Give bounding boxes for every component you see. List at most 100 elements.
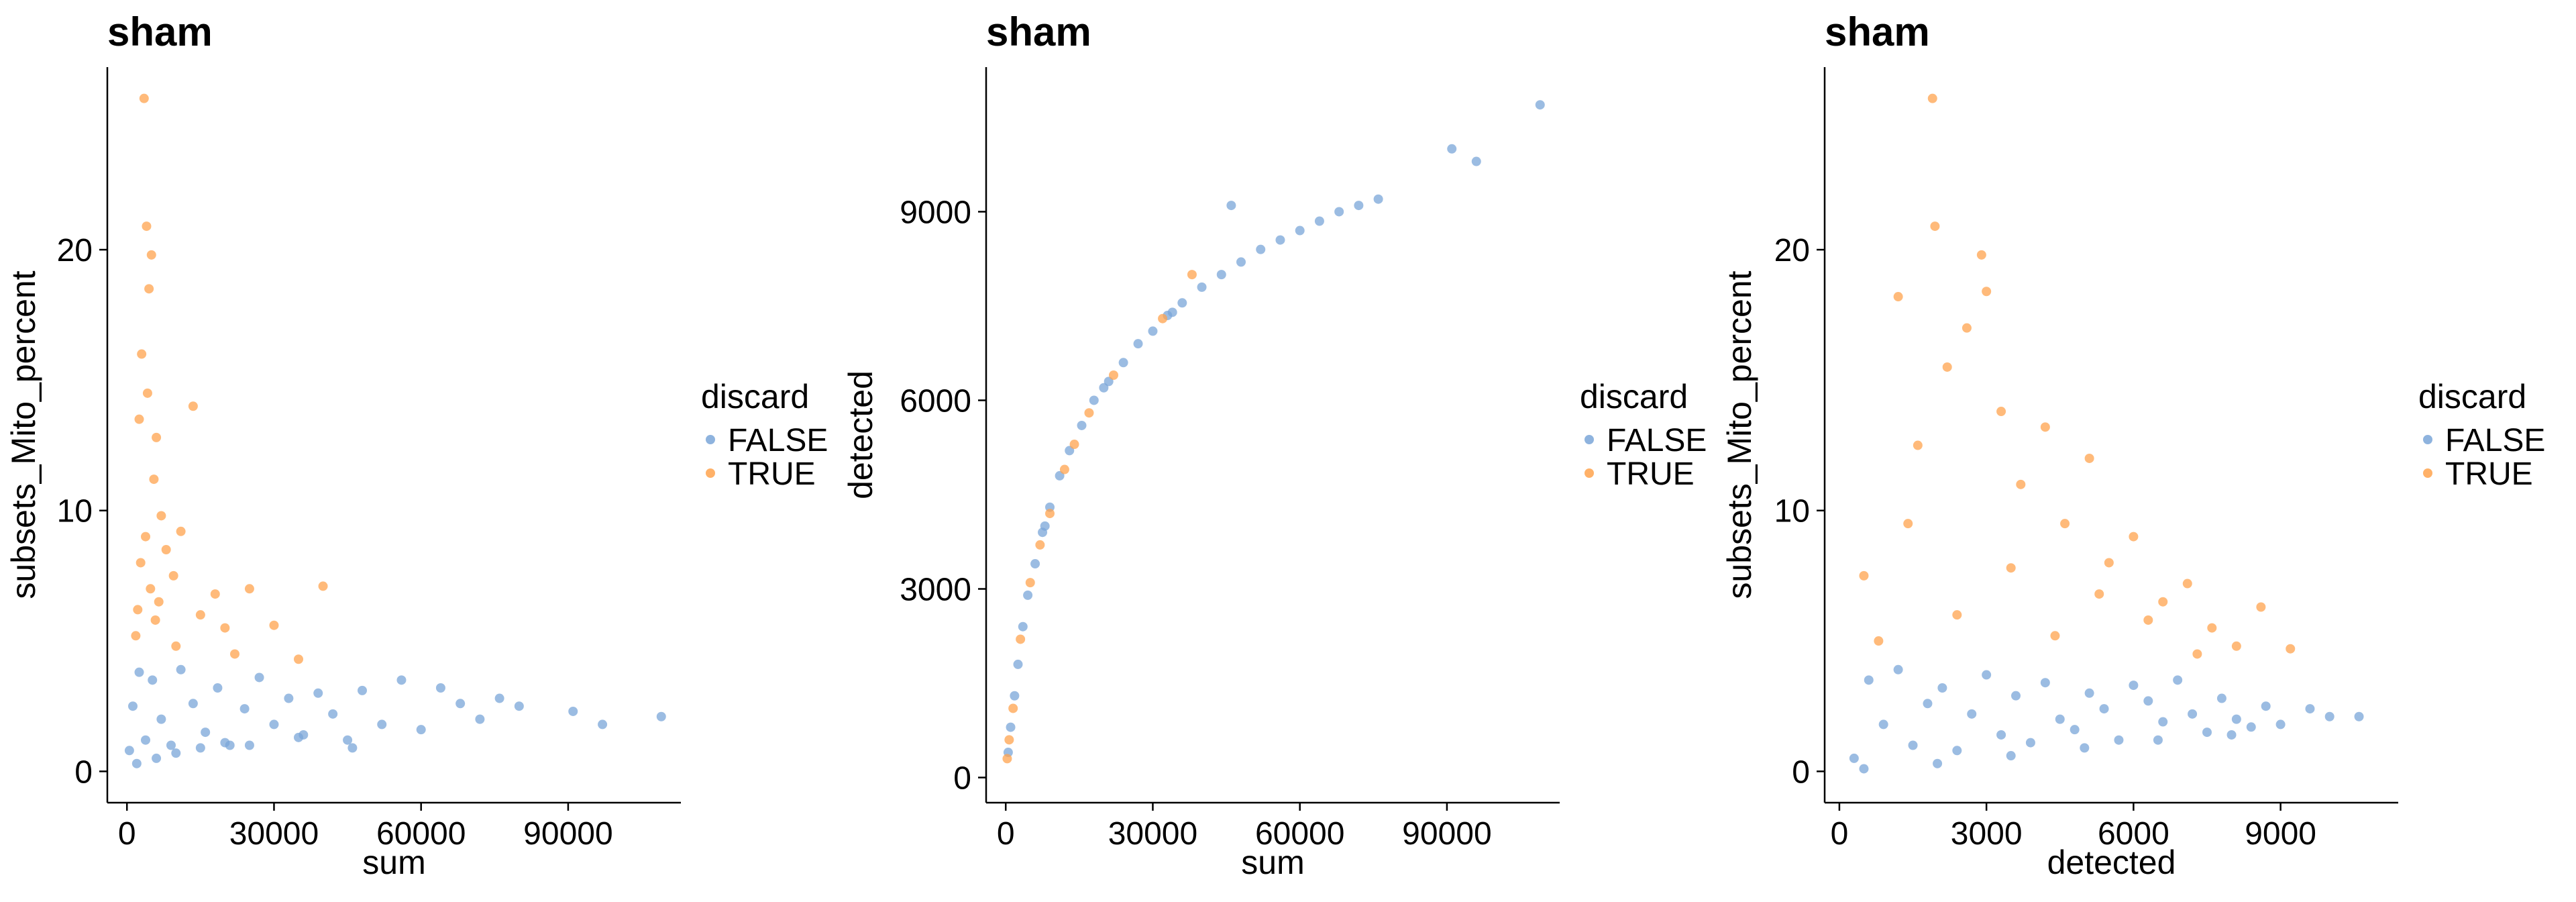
point-false — [1177, 298, 1187, 308]
point-false — [124, 746, 134, 756]
point-true — [210, 589, 220, 599]
point-false — [176, 664, 186, 674]
point-true — [142, 388, 152, 398]
y-tick-label: 20 — [57, 233, 93, 268]
point-false — [2261, 701, 2271, 711]
y-tick-label: 10 — [1774, 494, 1810, 530]
point-false — [2231, 714, 2241, 724]
point-false — [2188, 709, 2198, 719]
point-false — [2070, 725, 2080, 735]
point-false — [1040, 521, 1050, 531]
point-true — [141, 532, 150, 542]
point-false — [377, 719, 387, 730]
point-false — [1089, 395, 1099, 405]
point-true — [1913, 440, 1923, 450]
point-false — [254, 672, 264, 683]
point-true — [149, 474, 159, 485]
point-false — [1314, 216, 1324, 226]
point-true — [2016, 479, 2026, 489]
point-false — [1148, 326, 1158, 336]
point-true — [146, 250, 156, 260]
x-tick-label: 0 — [1831, 816, 1849, 852]
point-false — [1226, 201, 1236, 211]
point-false — [416, 725, 426, 735]
point-false — [1010, 691, 1020, 701]
legend-key-true — [706, 468, 715, 478]
x-tick-label: 6000 — [2098, 816, 2169, 852]
point-false — [1099, 383, 1109, 393]
x-tick-label: 30000 — [1108, 816, 1197, 852]
point-false — [656, 711, 666, 721]
point-true — [1045, 509, 1055, 519]
point-true — [1942, 362, 1952, 372]
point-false — [1334, 207, 1344, 217]
x-tick-label: 60000 — [1255, 816, 1344, 852]
point-false — [171, 748, 181, 758]
point-true — [1016, 634, 1026, 644]
point-false — [435, 683, 445, 693]
y-axis-title: detected — [842, 370, 879, 499]
point-false — [1535, 100, 1545, 110]
y-axis-title: subsets_Mito_percent — [1721, 270, 1758, 599]
point-true — [1982, 287, 1992, 297]
legend-label-false: FALSE — [728, 423, 828, 458]
point-false — [396, 675, 407, 685]
legend-key-false — [1585, 435, 1594, 444]
point-true — [2104, 558, 2114, 568]
point-false — [2153, 735, 2163, 745]
point-false — [313, 688, 323, 698]
point-true — [1187, 270, 1197, 280]
y-tick-label: 0 — [74, 754, 93, 790]
point-true — [2006, 563, 2016, 573]
point-false — [1878, 719, 1888, 730]
x-tick-label: 3000 — [1951, 816, 2023, 852]
point-false — [2099, 704, 2109, 714]
point-false — [195, 743, 205, 753]
y-tick-label: 0 — [953, 761, 971, 797]
legend-title: discard — [1580, 378, 1688, 415]
point-true — [1903, 519, 1913, 529]
point-true — [1035, 540, 1045, 550]
point-false — [1236, 257, 1246, 267]
point-true — [131, 631, 141, 641]
point-true — [2060, 519, 2070, 529]
point-false — [128, 701, 138, 711]
point-true — [1996, 407, 2006, 417]
point-false — [284, 693, 294, 703]
point-false — [1373, 194, 1383, 204]
point-true — [154, 597, 164, 607]
point-false — [2216, 693, 2226, 703]
point-false — [343, 735, 353, 745]
point-false — [568, 706, 578, 716]
point-true — [156, 511, 166, 521]
point-true — [318, 581, 328, 591]
point-false — [1216, 270, 1226, 280]
x-tick-label: 0 — [118, 816, 136, 852]
point-false — [2324, 711, 2334, 721]
point-false — [1471, 156, 1481, 166]
point-false — [1167, 307, 1177, 317]
point-false — [134, 667, 144, 677]
y-tick-label: 0 — [1792, 754, 1810, 790]
point-true — [1976, 250, 1986, 260]
point-false — [1133, 339, 1143, 349]
y-tick-label: 6000 — [900, 383, 971, 419]
x-tick-label: 90000 — [523, 816, 612, 852]
scatter-panel-1: sham 0 30000 60000 90000 0 10 20 sum subsets_Mito… — [5, 9, 828, 881]
point-false — [1908, 740, 1918, 750]
point-true — [133, 605, 143, 615]
point-true — [2192, 649, 2202, 659]
point-false — [2275, 719, 2286, 730]
point-true — [230, 649, 239, 659]
point-false — [475, 714, 485, 724]
point-false — [1006, 722, 1016, 732]
point-false — [1849, 753, 1859, 763]
point-true — [188, 401, 198, 411]
point-false — [1447, 144, 1457, 154]
points-layer — [1002, 100, 1545, 764]
point-true — [1158, 313, 1168, 323]
x-axis-title: sum — [1241, 844, 1304, 881]
point-false — [244, 740, 254, 750]
point-true — [137, 349, 147, 359]
